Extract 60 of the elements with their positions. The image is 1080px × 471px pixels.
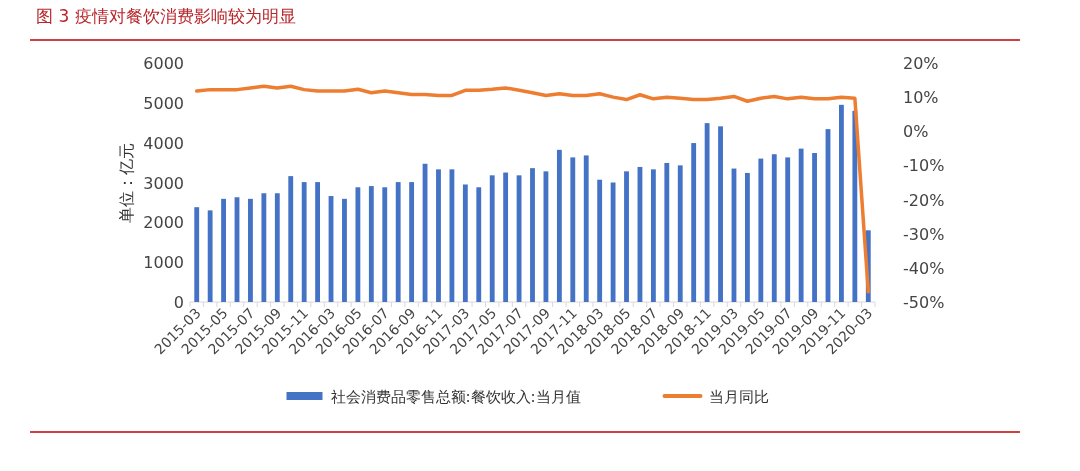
bar	[503, 172, 509, 302]
bar	[382, 187, 388, 302]
y-tick-label: 2000	[143, 213, 184, 233]
bar	[315, 182, 321, 302]
bar	[449, 169, 455, 302]
y-tick-label: 3000	[143, 173, 184, 193]
title: 图 3 疫情对餐饮消费影响较为明显	[36, 6, 296, 26]
bar	[436, 169, 441, 302]
bar	[476, 187, 482, 302]
bar	[691, 143, 697, 302]
bar	[650, 169, 656, 302]
bar	[530, 168, 535, 302]
bar	[248, 198, 253, 302]
bar	[489, 175, 495, 302]
bar	[221, 198, 226, 302]
bar	[839, 104, 844, 302]
bar	[368, 186, 374, 302]
bar	[677, 165, 683, 302]
bar	[624, 171, 629, 302]
bar	[342, 198, 347, 302]
y-tick-label: 5000	[143, 93, 184, 113]
y2-tick-label: 20%	[903, 54, 939, 73]
y2-tick-label: 10%	[903, 88, 939, 108]
bar	[852, 110, 858, 302]
bar	[301, 182, 307, 302]
y-tick-label: 4000	[143, 133, 184, 153]
bar	[288, 176, 294, 302]
legend-label: 当月同比	[708, 388, 769, 406]
y-axis-title: 单位：亿元	[117, 142, 136, 223]
bar	[758, 158, 764, 302]
bar	[597, 179, 603, 302]
bar	[798, 148, 804, 302]
y2-tick-label: -30%	[903, 224, 945, 244]
y2-tick-label: -20%	[903, 190, 945, 210]
y2-tick-label: -10%	[903, 156, 945, 176]
bar	[704, 123, 710, 302]
y2-tick-label: -50%	[903, 293, 945, 312]
bar	[570, 157, 576, 302]
bar	[355, 187, 361, 302]
y-tick-label: 1000	[143, 253, 184, 273]
bar	[610, 182, 616, 302]
bar	[395, 182, 401, 302]
bar	[718, 126, 723, 302]
y-tick-label: 6000	[143, 54, 184, 73]
bar	[664, 162, 670, 302]
bar	[261, 193, 267, 302]
bar	[771, 154, 777, 302]
bar	[785, 157, 791, 302]
y-tick-label: 0	[173, 293, 184, 312]
y2-tick-label: 0%	[903, 122, 929, 142]
y2-tick-label: -40%	[903, 258, 945, 278]
bar	[274, 193, 280, 302]
bar	[194, 207, 200, 302]
bar	[812, 153, 817, 302]
bar	[744, 172, 750, 302]
bar	[583, 155, 589, 302]
bar	[207, 210, 213, 302]
bar	[409, 182, 415, 302]
bar	[556, 149, 562, 302]
bar	[462, 184, 468, 302]
